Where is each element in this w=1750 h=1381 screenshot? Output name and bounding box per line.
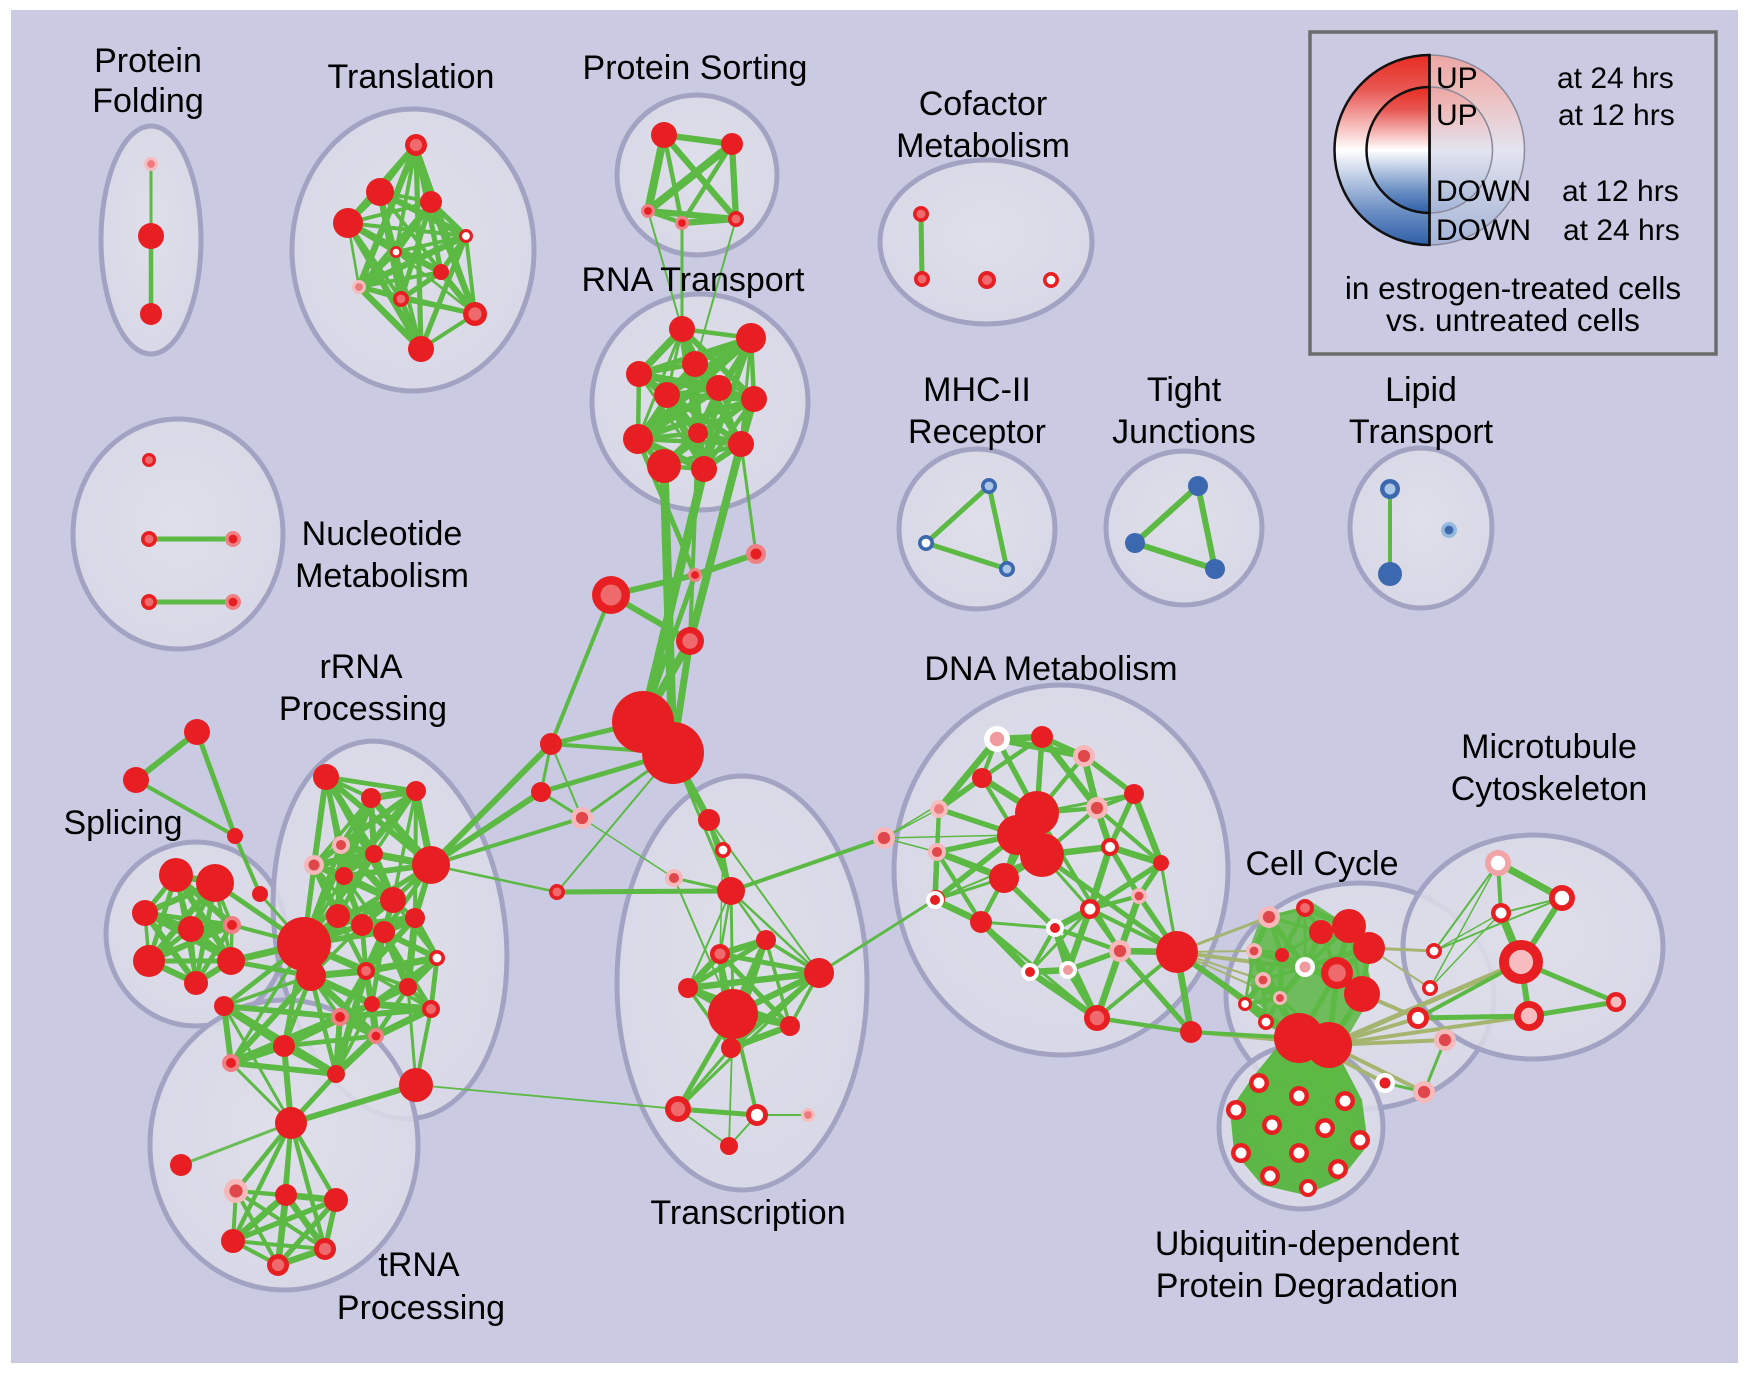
svg-text:Processing: Processing [279,690,447,728]
svg-text:Ubiquitin-dependent: Ubiquitin-dependent [1155,1225,1460,1263]
svg-text:at 12 hrs: at 12 hrs [1562,175,1679,208]
svg-text:Metabolism: Metabolism [295,557,469,595]
svg-text:Transport: Transport [1349,413,1494,451]
svg-text:DNA Metabolism: DNA Metabolism [924,650,1177,688]
svg-text:Protein: Protein [94,42,202,80]
svg-text:Processing: Processing [337,1289,505,1327]
svg-text:Lipid: Lipid [1385,371,1457,409]
svg-text:in estrogen-treated cells: in estrogen-treated cells [1345,270,1681,306]
svg-text:Metabolism: Metabolism [896,127,1070,165]
svg-text:Cell Cycle: Cell Cycle [1245,845,1398,883]
svg-text:Microtubule: Microtubule [1461,728,1637,766]
svg-text:Junctions: Junctions [1112,413,1256,451]
svg-text:Transcription: Transcription [650,1194,845,1232]
svg-text:Translation: Translation [328,58,495,96]
svg-text:Cytoskeleton: Cytoskeleton [1451,770,1648,808]
svg-text:Folding: Folding [92,82,204,120]
svg-text:tRNA: tRNA [378,1246,460,1284]
svg-text:Tight: Tight [1147,371,1222,409]
svg-text:Cofactor: Cofactor [919,85,1048,123]
svg-text:DOWN: DOWN [1436,214,1531,247]
svg-text:RNA Transport: RNA Transport [582,261,806,299]
svg-text:MHC-II: MHC-II [923,371,1031,409]
svg-text:Nucleotide: Nucleotide [302,515,463,553]
svg-text:UP: UP [1436,62,1478,95]
svg-text:Receptor: Receptor [908,413,1046,451]
svg-text:Protein Degradation: Protein Degradation [1156,1267,1458,1305]
svg-text:rRNA: rRNA [319,648,402,686]
svg-text:UP: UP [1436,99,1478,132]
svg-text:DOWN: DOWN [1436,175,1531,208]
svg-text:at 12 hrs: at 12 hrs [1558,99,1675,132]
svg-text:Splicing: Splicing [63,804,182,842]
svg-text:at 24 hrs: at 24 hrs [1557,62,1674,95]
svg-text:vs. untreated cells: vs. untreated cells [1386,302,1640,338]
svg-text:Protein Sorting: Protein Sorting [583,49,808,87]
svg-text:at 24 hrs: at 24 hrs [1563,214,1680,247]
